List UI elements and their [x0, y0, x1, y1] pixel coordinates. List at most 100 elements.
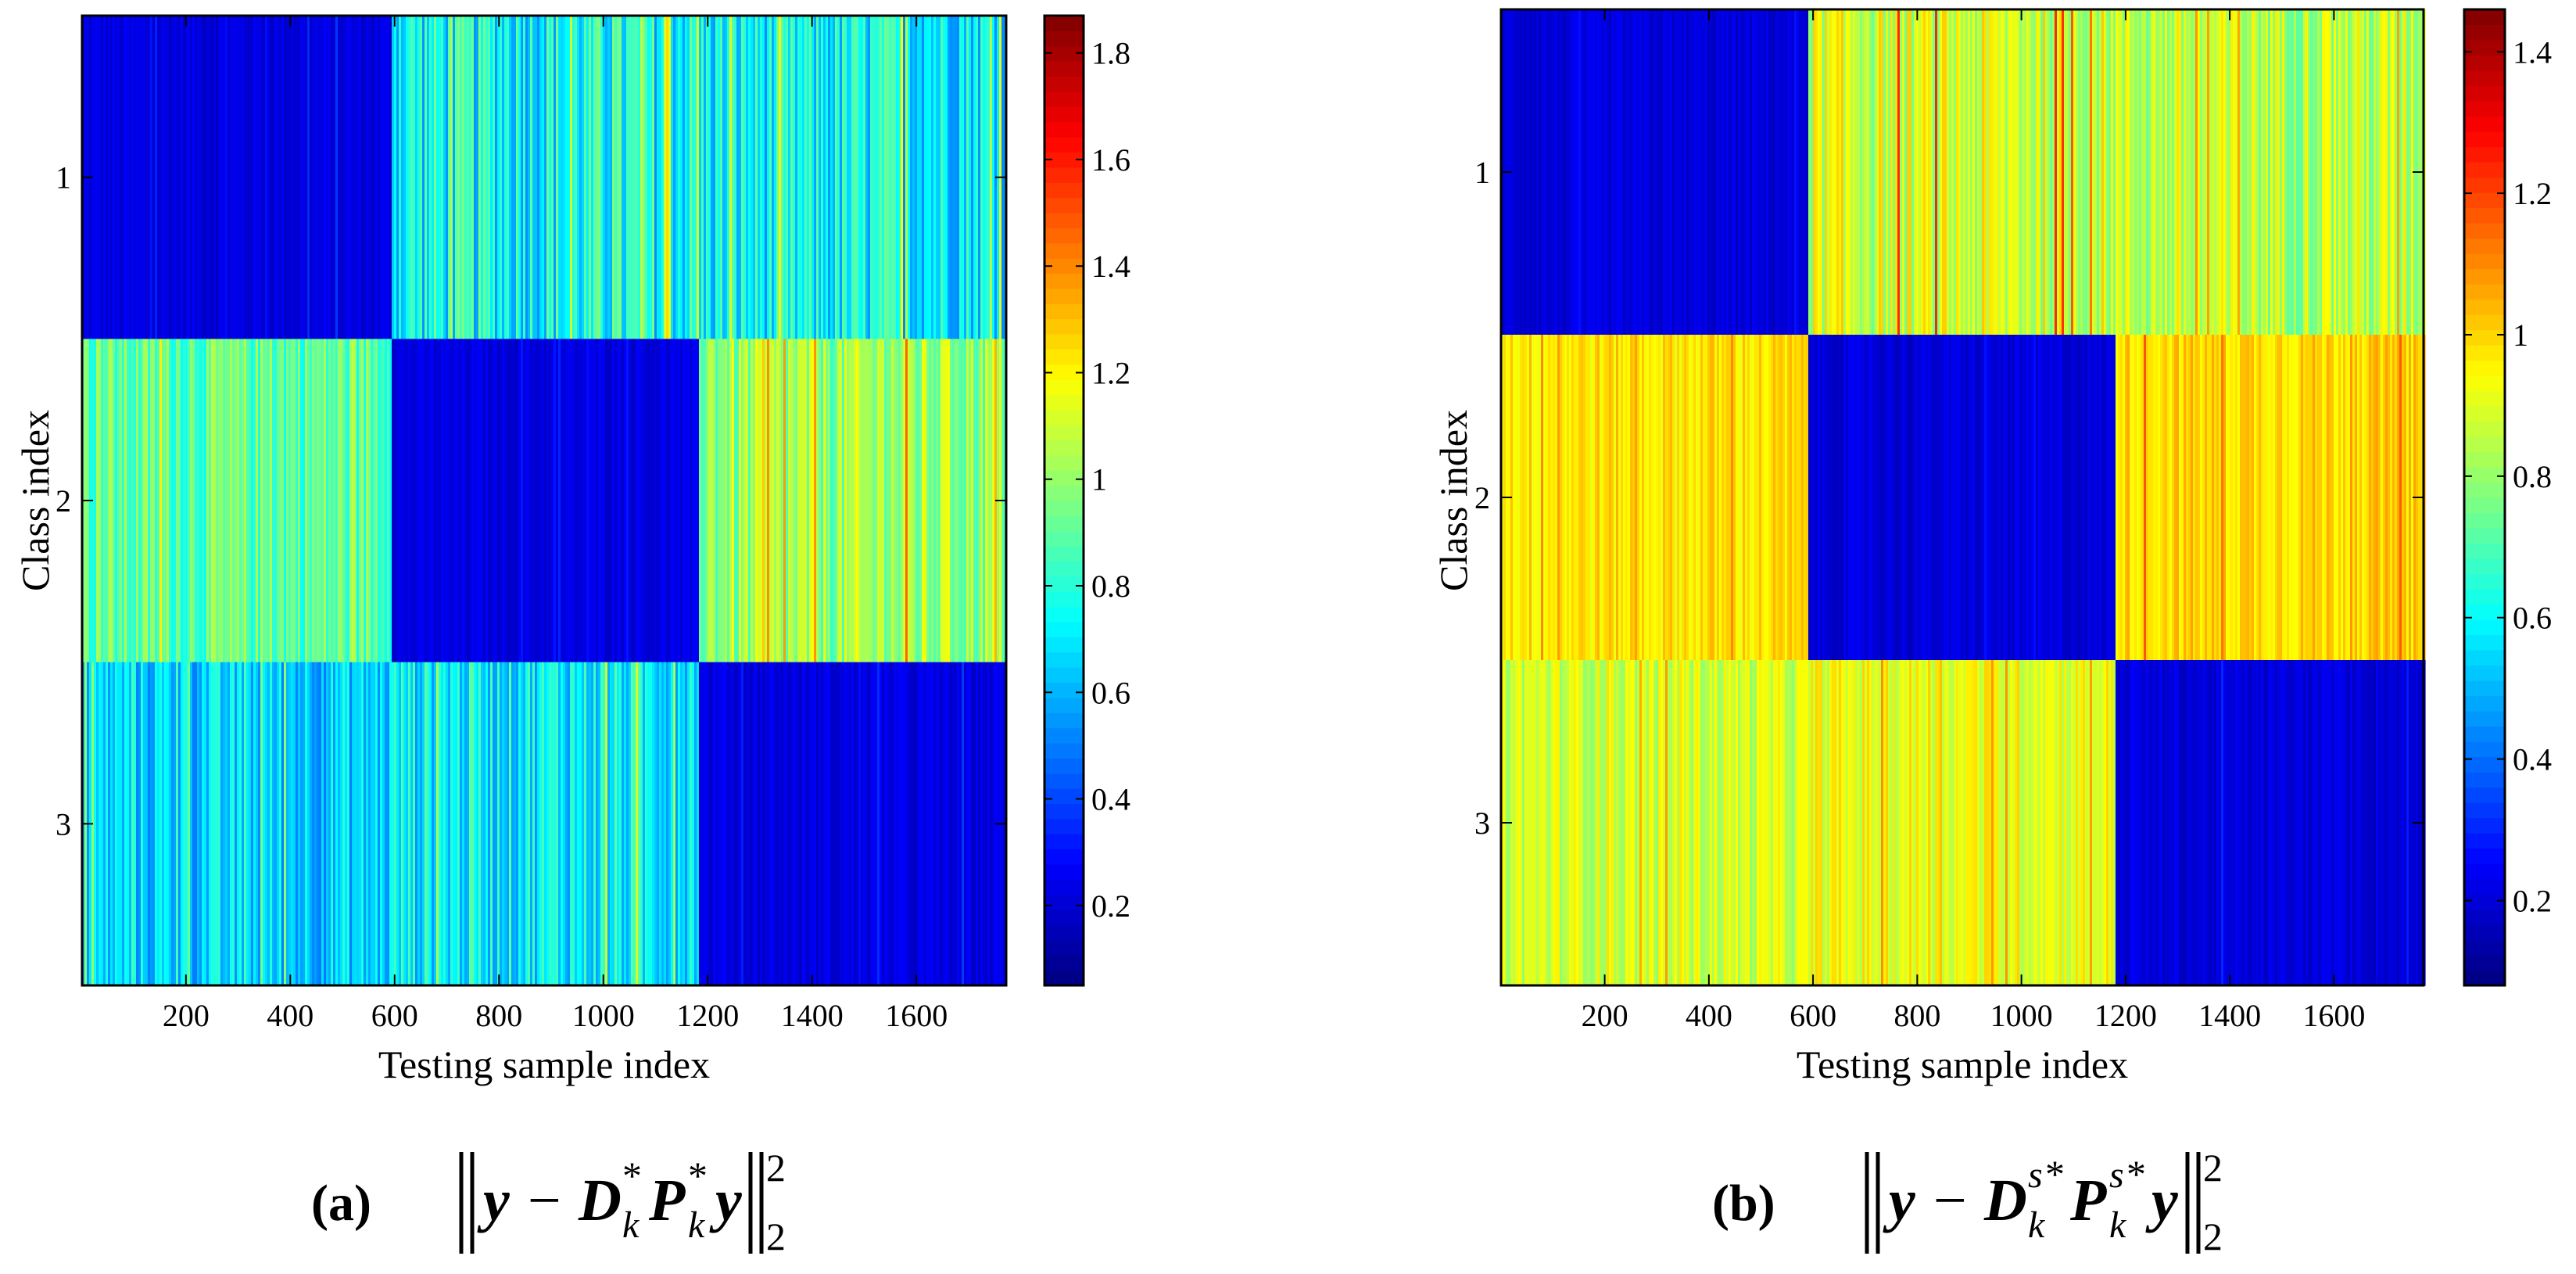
heatmap-cell [1801, 9, 1804, 336]
heatmap-cell [192, 16, 195, 339]
heatmap-cell [1672, 335, 1675, 661]
heatmap-cell [2298, 9, 2302, 336]
heatmap-cell [1865, 660, 1868, 986]
heatmap-cell [2214, 9, 2217, 336]
heatmap-cell [875, 339, 878, 663]
colorbar-segment [1044, 818, 1084, 834]
heatmap-cell [1848, 660, 1851, 986]
heatmap-cell [1794, 660, 1797, 986]
heatmap-cell [926, 16, 930, 339]
svg-text:D: D [578, 1168, 622, 1233]
heatmap-cell [2287, 660, 2290, 986]
heatmap-cell [915, 16, 918, 339]
heatmap-cell [2160, 9, 2163, 336]
heatmap-cell [668, 662, 672, 986]
heatmap-cell [894, 662, 897, 986]
heatmap-cell [319, 339, 322, 663]
heatmap-cell [2245, 335, 2248, 661]
heatmap-cell [1679, 335, 1682, 661]
colorbar-segment [1044, 409, 1084, 425]
heatmap-cell [802, 339, 805, 663]
heatmap-cell [678, 16, 681, 339]
heatmap-cell [1937, 335, 1940, 661]
heatmap-cell [2055, 660, 2058, 986]
colorbar-segment [2464, 756, 2505, 773]
heatmap-cell [326, 339, 329, 663]
heatmap-cell [2237, 9, 2241, 336]
heatmap-cell [959, 16, 962, 339]
heatmap-cell [1588, 660, 1591, 986]
heatmap-cell [1571, 335, 1575, 661]
heatmap-cell [2099, 660, 2102, 986]
heatmap-cell [2151, 660, 2154, 986]
heatmap-cell [1614, 660, 1617, 986]
heatmap-cell [1639, 335, 1643, 661]
heatmap-cell [2266, 660, 2269, 986]
heatmap-cell [2252, 335, 2255, 661]
heatmap-cell [2223, 335, 2227, 661]
heatmap-cell [2177, 660, 2180, 986]
x-tick-label: 1000 [572, 998, 635, 1033]
heatmap-cell [349, 16, 353, 339]
heatmap-cell [1752, 335, 1755, 661]
heatmap-cell [530, 662, 533, 986]
heatmap-cell [1712, 660, 1715, 986]
heatmap-cell [952, 339, 955, 663]
heatmap-cell [1799, 9, 1802, 336]
heatmap-cell [1827, 660, 1830, 986]
heatmap-cell [626, 16, 629, 339]
heatmap-cell [2282, 335, 2285, 661]
heatmap-cell [361, 662, 364, 986]
heatmap-cell [1923, 335, 1926, 661]
heatmap-cell [612, 16, 615, 339]
heatmap-cell [131, 16, 134, 339]
heatmap-cell [612, 339, 615, 663]
heatmap-cell [2237, 335, 2241, 661]
heatmap-cell [2146, 335, 2149, 661]
heatmap-cell [809, 339, 812, 663]
heatmap-cell [469, 662, 472, 986]
heatmap-cell [2270, 660, 2273, 986]
heatmap-cell [1656, 335, 1659, 661]
heatmap-cell [1766, 660, 1769, 986]
heatmap-cell [1907, 660, 1910, 986]
heatmap-cell [1815, 335, 1818, 661]
heatmap-cell [1872, 9, 1875, 336]
heatmap-cell [2127, 335, 2130, 661]
heatmap-cell [239, 339, 242, 663]
heatmap-cell [246, 662, 249, 986]
heatmap-cell [1951, 9, 1954, 336]
colorbar-tick-label: 1 [2513, 318, 2528, 353]
heatmap-cell [1869, 335, 1872, 661]
colorbar-segment [1044, 167, 1084, 183]
heatmap-cell [1904, 335, 1908, 661]
heatmap-cell [1963, 335, 1966, 661]
heatmap-cell [1876, 660, 1879, 986]
heatmap-cell [1773, 9, 1776, 336]
heatmap-cell [2148, 335, 2151, 661]
heatmap-cell [2043, 335, 2046, 661]
heatmap-cell [476, 339, 479, 663]
heatmap-cell [1658, 660, 1661, 986]
heatmap-cell [607, 16, 611, 339]
heatmap-cell [2003, 335, 2006, 661]
heatmap-cell [1607, 660, 1610, 986]
heatmap-cell [734, 339, 737, 663]
colorbar-tick-label: 1 [1091, 462, 1107, 497]
heatmap-cell [774, 16, 777, 339]
heatmap-cell [987, 662, 991, 986]
heatmap-cell [976, 662, 979, 986]
heatmap-cell [1914, 9, 1917, 336]
heatmap-cell [546, 16, 550, 339]
heatmap-cell [1609, 9, 1612, 336]
heatmap-cell [2188, 9, 2191, 336]
heatmap-cell [2277, 660, 2280, 986]
heatmap-cell [197, 16, 200, 339]
heatmap-cell [1529, 335, 1532, 661]
heatmap-cell [206, 662, 210, 986]
heatmap-cell [1897, 660, 1901, 986]
heatmap-cell [2350, 660, 2353, 986]
heatmap-cell [1904, 9, 1908, 336]
x-tick-label: 400 [267, 998, 313, 1033]
heatmap-cell [596, 339, 599, 663]
